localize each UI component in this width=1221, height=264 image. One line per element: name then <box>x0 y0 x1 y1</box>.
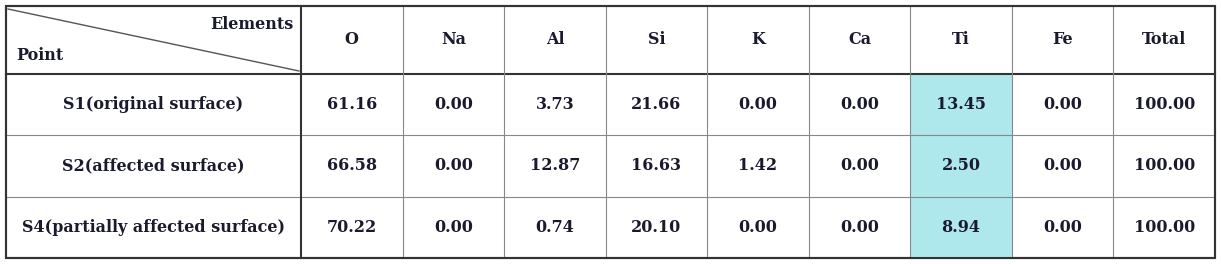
Text: 21.66: 21.66 <box>631 96 681 113</box>
Text: S4(partially affected surface): S4(partially affected surface) <box>22 219 284 236</box>
Text: 0.00: 0.00 <box>840 158 879 175</box>
Text: 0.00: 0.00 <box>433 96 473 113</box>
Text: K: K <box>751 31 764 49</box>
Text: 16.63: 16.63 <box>631 158 681 175</box>
Text: 1.42: 1.42 <box>739 158 778 175</box>
Text: 0.00: 0.00 <box>840 219 879 236</box>
Text: Point: Point <box>16 47 63 64</box>
Text: 2.50: 2.50 <box>941 158 980 175</box>
Text: 0.00: 0.00 <box>433 158 473 175</box>
Text: 66.58: 66.58 <box>327 158 377 175</box>
Text: Ti: Ti <box>952 31 969 49</box>
Text: Fe: Fe <box>1053 31 1073 49</box>
Text: 100.00: 100.00 <box>1133 96 1195 113</box>
Text: 100.00: 100.00 <box>1133 219 1195 236</box>
Text: 0.74: 0.74 <box>536 219 574 236</box>
Text: S1(original surface): S1(original surface) <box>63 96 243 113</box>
Text: 8.94: 8.94 <box>941 219 980 236</box>
Text: 0.00: 0.00 <box>1043 158 1082 175</box>
Text: Ca: Ca <box>849 31 871 49</box>
Bar <box>911 74 1012 135</box>
Text: O: O <box>344 31 359 49</box>
Bar <box>911 135 1012 197</box>
Text: 0.00: 0.00 <box>840 96 879 113</box>
Text: 0.00: 0.00 <box>1043 96 1082 113</box>
Text: S2(affected surface): S2(affected surface) <box>62 158 244 175</box>
Text: 12.87: 12.87 <box>530 158 580 175</box>
Text: 0.00: 0.00 <box>433 219 473 236</box>
Text: Al: Al <box>546 31 564 49</box>
Text: 3.73: 3.73 <box>536 96 574 113</box>
Text: Elements: Elements <box>210 16 293 33</box>
Text: 0.00: 0.00 <box>739 219 778 236</box>
Text: Total: Total <box>1142 31 1187 49</box>
Text: 20.10: 20.10 <box>631 219 681 236</box>
Text: Na: Na <box>441 31 466 49</box>
Text: 100.00: 100.00 <box>1133 158 1195 175</box>
Text: 0.00: 0.00 <box>739 96 778 113</box>
Text: 13.45: 13.45 <box>937 96 987 113</box>
Text: Si: Si <box>647 31 665 49</box>
Bar <box>911 197 1012 258</box>
Text: 0.00: 0.00 <box>1043 219 1082 236</box>
Text: 61.16: 61.16 <box>327 96 377 113</box>
Text: 70.22: 70.22 <box>327 219 377 236</box>
